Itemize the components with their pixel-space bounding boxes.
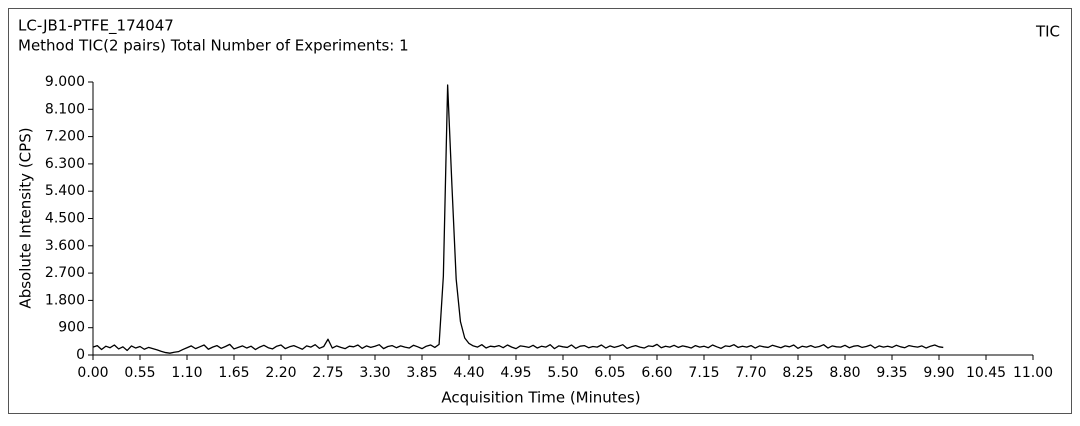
y-tick-label: 2.700 [45, 265, 85, 281]
x-tick-label: 9.35 [876, 365, 907, 381]
chart-title: LC-JB1-PTFE_174047 [18, 17, 174, 36]
x-tick-label: 4.40 [453, 365, 484, 381]
y-axis-label: Absolute Intensity (CPS) [17, 127, 35, 308]
x-tick-label: 2.20 [265, 365, 296, 381]
x-tick-label: 8.80 [829, 365, 860, 381]
x-tick-label: 11.00 [1013, 365, 1053, 381]
y-tick-label: 0 [76, 347, 85, 363]
x-tick-label: 9.90 [923, 365, 954, 381]
x-tick-label: 3.30 [359, 365, 390, 381]
x-tick-label: 6.05 [594, 365, 625, 381]
y-tick-label: 1.800 [45, 292, 85, 308]
x-tick-label: 3.85 [406, 365, 437, 381]
x-tick-label: 10.45 [966, 365, 1006, 381]
y-tick-label: 7.200 [45, 129, 85, 145]
y-tick-label: 3.600 [45, 238, 85, 254]
y-tick-label: 9.000 [45, 74, 85, 90]
y-tick-label: 4.500 [45, 211, 85, 227]
x-tick-label: 6.60 [641, 365, 672, 381]
x-tick-label: 1.65 [218, 365, 249, 381]
x-tick-label: 0.00 [77, 365, 108, 381]
y-tick-label: 8.100 [45, 101, 85, 117]
chart-subtitle: Method TIC(2 pairs) Total Number of Expe… [18, 37, 409, 55]
x-tick-label: 8.25 [782, 365, 813, 381]
y-tick-label: 5.400 [45, 183, 85, 199]
trace-label: TIC [1035, 23, 1060, 41]
y-tick-label: 6.300 [45, 156, 85, 172]
x-tick-label: 1.10 [171, 365, 202, 381]
x-tick-label: 4.95 [500, 365, 531, 381]
y-tick-label: 900 [58, 320, 85, 336]
x-tick-label: 5.50 [547, 365, 578, 381]
tic-trace [92, 84, 944, 354]
x-tick-label: 7.70 [735, 365, 766, 381]
x-axis-label: Acquisition Time (Minutes) [441, 389, 640, 407]
x-tick-label: 0.55 [124, 365, 155, 381]
x-tick-label: 7.15 [688, 365, 719, 381]
x-tick-label: 2.75 [312, 365, 343, 381]
